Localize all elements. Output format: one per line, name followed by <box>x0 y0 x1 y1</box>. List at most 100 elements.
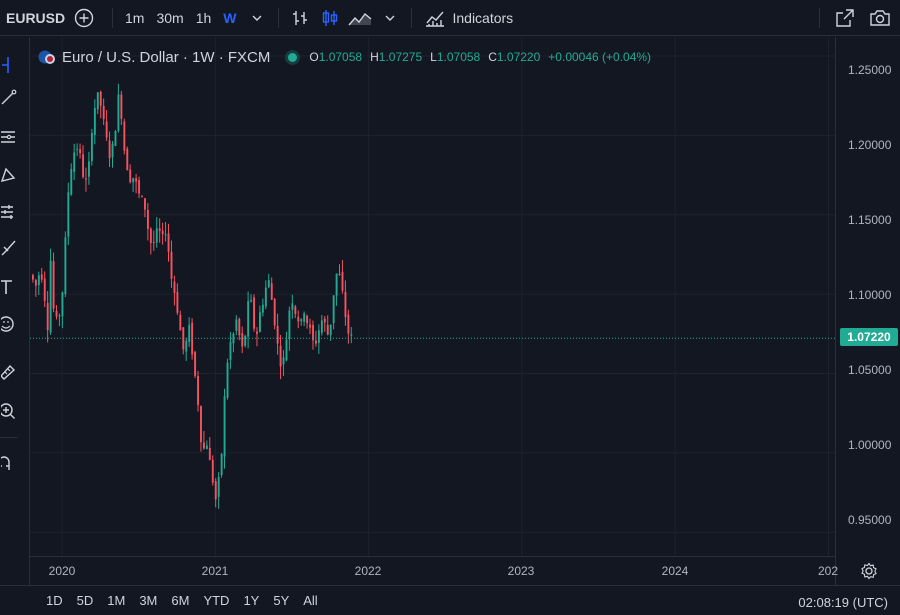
candle-body <box>214 481 217 500</box>
time-tick-label: 2022 <box>354 564 382 578</box>
candle-body <box>111 143 114 158</box>
candle-body <box>332 295 335 324</box>
price-axis[interactable]: 1.25000 1.20000 1.15000 1.10000 1.05000 … <box>835 37 900 585</box>
chart-style-dropdown-button[interactable] <box>375 3 405 33</box>
forecast-tool-button[interactable] <box>0 200 18 224</box>
price-tick-label: 0.95000 <box>848 513 892 527</box>
cursor-tool-button[interactable] <box>0 53 18 77</box>
interval-w[interactable]: W <box>223 9 237 26</box>
text-icon <box>1 280 12 294</box>
range-5d-button[interactable]: 5D <box>76 593 94 608</box>
candlestick-chart[interactable] <box>30 37 835 556</box>
candle-body <box>76 148 79 150</box>
left-toolbar-divider <box>0 437 18 438</box>
snapshot-button[interactable] <box>865 3 895 33</box>
chevron-down-icon <box>385 15 395 21</box>
interval-1m[interactable]: 1m <box>125 9 145 26</box>
zoom-tool-button[interactable] <box>0 399 18 423</box>
indicators-button[interactable]: Indicators <box>418 8 519 28</box>
candle-body <box>315 340 317 344</box>
magnet-tool-button[interactable] <box>0 451 18 475</box>
range-6m-button[interactable]: 6M <box>171 593 190 608</box>
candle-body <box>85 178 87 180</box>
zoom-icon <box>1 403 15 419</box>
compare-symbol-button[interactable] <box>72 6 96 30</box>
candle-body <box>58 315 61 317</box>
candle-body <box>64 237 67 295</box>
range-5y-button[interactable]: 5Y <box>273 593 290 608</box>
candle-body <box>223 396 226 457</box>
range-all-button[interactable]: All <box>303 593 318 608</box>
trend-line-icon <box>1 89 17 105</box>
candle-body <box>126 148 129 171</box>
time-tick-label: 2023 <box>507 564 535 578</box>
utc-clock[interactable]: 02:08:19 (UTC) <box>798 595 888 610</box>
chart-pane[interactable] <box>30 37 835 585</box>
symbol-search-button[interactable]: EURUSD <box>6 9 66 26</box>
chart-settings-button[interactable] <box>858 560 880 582</box>
candle-body <box>82 154 85 178</box>
candle-body <box>46 302 49 331</box>
candle-chart-style-button[interactable] <box>315 3 345 33</box>
candle-body <box>114 131 117 146</box>
candle-body <box>132 177 135 183</box>
candle-body <box>73 152 76 172</box>
magnet-icon <box>1 456 10 470</box>
candle-body <box>161 230 164 235</box>
range-1y-button[interactable]: 1Y <box>243 593 260 608</box>
candle-body <box>335 273 338 296</box>
candle-body <box>185 340 188 352</box>
candle-body <box>244 335 247 346</box>
range-1d-button[interactable]: 1D <box>46 593 63 608</box>
range-3m-button[interactable]: 3M <box>139 593 158 608</box>
candle-body <box>317 330 320 343</box>
symbol-description[interactable]: Euro / U.S. Dollar · 1W · FXCM <box>62 48 271 66</box>
candle-body <box>294 306 297 314</box>
candle-body <box>273 299 276 326</box>
emoji-tool-button[interactable] <box>0 312 18 336</box>
candle-body <box>300 319 303 322</box>
top-toolbar: EURUSD 1m 30m 1h W Indicators <box>0 0 900 36</box>
pattern-tool-button[interactable] <box>0 163 18 187</box>
candle-body <box>235 319 238 331</box>
fib-icon <box>1 131 15 143</box>
text-tool-button[interactable] <box>0 275 18 299</box>
candle-body <box>55 310 58 317</box>
candle-body <box>43 278 46 301</box>
candle-body <box>306 315 309 324</box>
last-price-badge: 1.07220 <box>840 328 898 346</box>
candle-body <box>188 324 191 342</box>
time-axis[interactable]: 2020 2021 2022 2023 2024 202 <box>30 556 839 585</box>
candle-body <box>144 198 146 210</box>
toolbar-right-group <box>813 0 900 36</box>
candle-body <box>200 406 202 443</box>
chart-legend: Euro / U.S. Dollar · 1W · FXCM O1.07058 … <box>38 48 651 66</box>
brush-tool-button[interactable] <box>0 236 18 260</box>
candle-body <box>52 261 55 309</box>
candle-body <box>338 274 341 276</box>
trend-line-tool-button[interactable] <box>0 85 18 109</box>
change-value: +0.00046 (+0.04%) <box>548 50 652 64</box>
candle-body <box>297 316 300 322</box>
bar-chart-style-button[interactable] <box>285 3 315 33</box>
time-tick-label: 202 <box>817 564 839 578</box>
candle-body <box>329 324 332 336</box>
candle-body <box>350 334 353 336</box>
range-1m-button[interactable]: 1M <box>107 593 126 608</box>
time-tick-label: 2024 <box>661 564 689 578</box>
candle-body <box>93 107 96 135</box>
price-tick-label: 1.15000 <box>848 213 892 227</box>
interval-dropdown-button[interactable] <box>242 3 272 33</box>
candle-body <box>138 180 141 194</box>
market-status-icon[interactable] <box>288 52 298 62</box>
high-label: H <box>370 50 379 64</box>
fib-tool-button[interactable] <box>0 125 18 149</box>
fullscreen-button[interactable] <box>830 3 860 33</box>
candle-body <box>202 442 205 449</box>
range-ytd-button[interactable]: YTD <box>203 593 230 608</box>
interval-1h[interactable]: 1h <box>195 9 212 26</box>
candle-body <box>129 169 132 183</box>
area-chart-style-button[interactable] <box>345 3 375 33</box>
interval-30m[interactable]: 30m <box>156 9 184 26</box>
ruler-tool-button[interactable] <box>0 360 18 384</box>
